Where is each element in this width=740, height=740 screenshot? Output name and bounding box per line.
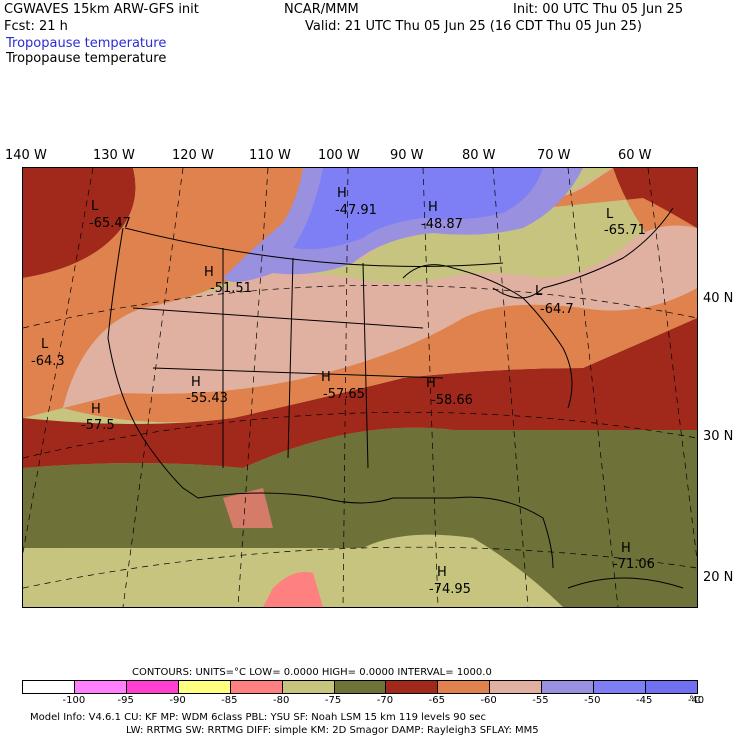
color-bar-tick-label: -80 xyxy=(273,695,290,706)
low-center-label: L xyxy=(91,199,99,214)
color-bar-swatch xyxy=(438,681,491,693)
init-time: Init: 00 UTC Thu 05 Jun 25 xyxy=(513,2,684,17)
color-bar-swatch xyxy=(542,681,595,693)
model-info-line1: Model Info: V4.6.1 CU: KF MP: WDM 6class… xyxy=(30,712,487,723)
high-center-label: H xyxy=(337,186,347,201)
high-center-value: -58.66 xyxy=(431,393,473,408)
field-title-shaded: Tropopause temperature xyxy=(6,36,167,51)
high-center-value: -71.06 xyxy=(613,557,655,572)
color-bar-tick-label: -100 xyxy=(62,695,86,706)
high-center-label: H xyxy=(321,370,331,385)
high-center-label: H xyxy=(621,541,631,556)
color-bar-tick-label: -95 xyxy=(117,695,134,706)
color-bar-swatch xyxy=(594,681,647,693)
color-bar-swatch xyxy=(646,681,697,693)
lon-label: 130 W xyxy=(93,148,135,163)
high-center-label: H xyxy=(91,402,101,417)
field-title-labels: Tropopause temperature xyxy=(6,51,167,66)
center-label: NCAR/MMM xyxy=(284,2,359,17)
color-bar-swatch xyxy=(490,681,543,693)
color-bar-tick-label: -65 xyxy=(428,695,445,706)
color-bar-tick-label: -90 xyxy=(169,695,186,706)
lat-label: 20 N xyxy=(703,570,734,585)
color-bar-unit: °C xyxy=(689,695,701,706)
high-center-label: H xyxy=(426,376,436,391)
contours-info: CONTOURS: UNITS=°C LOW= 0.0000 HIGH= 0.0… xyxy=(132,667,492,678)
color-bar-tick-label: -55 xyxy=(532,695,549,706)
lon-label: 110 W xyxy=(249,148,291,163)
color-bar-swatch xyxy=(23,681,75,693)
high-center-label: H xyxy=(437,565,447,580)
low-center-value: -64.7 xyxy=(540,302,574,317)
high-center-label: H xyxy=(428,200,438,215)
color-bar-swatch xyxy=(230,681,283,693)
low-center-label: L xyxy=(606,207,614,222)
high-center-value: -55.43 xyxy=(186,391,228,406)
lon-label: 90 W xyxy=(390,148,424,163)
high-center-value: -51.51 xyxy=(210,281,252,296)
high-center-label: H xyxy=(204,265,214,280)
lon-label: 80 W xyxy=(462,148,496,163)
high-center-value: -57.65 xyxy=(323,387,365,402)
tropopause-temperature-map: L -65.47 H -47.91 H -48.87 L -65.71 H -5… xyxy=(22,167,698,608)
color-bar-swatch xyxy=(126,681,179,693)
high-center-value: -57.5 xyxy=(81,418,115,433)
color-bar-tick-label: -50 xyxy=(584,695,601,706)
lon-label: 70 W xyxy=(537,148,571,163)
lon-label: 120 W xyxy=(172,148,214,163)
lon-label: 140 W xyxy=(5,148,47,163)
model-title: CGWAVES 15km ARW-GFS init xyxy=(4,2,199,17)
color-bar-swatch xyxy=(386,681,439,693)
high-center-value: -74.95 xyxy=(429,582,471,597)
map-canvas xyxy=(23,168,697,607)
color-bar-swatch xyxy=(178,681,231,693)
color-bar-tick-label: -40 xyxy=(687,695,705,706)
model-info-line2: LW: RRTMG SW: RRTMG DIFF: simple KM: 2D … xyxy=(126,725,539,736)
low-center-value: -64.3 xyxy=(31,354,65,369)
low-center-value: -65.71 xyxy=(604,223,646,238)
high-center-label: H xyxy=(191,375,201,390)
color-bar-tick-label: -70 xyxy=(376,695,394,706)
high-center-value: -47.91 xyxy=(335,203,377,218)
color-bar xyxy=(22,680,698,694)
lat-label: 30 N xyxy=(703,429,734,444)
forecast-hour: Fcst: 21 h xyxy=(4,19,68,34)
color-bar-swatch xyxy=(74,681,127,693)
color-bar-swatch xyxy=(282,681,335,693)
lat-label: 40 N xyxy=(703,291,734,306)
low-center-label: L xyxy=(41,337,49,352)
color-bar-swatch xyxy=(334,681,387,693)
color-bar-tick-label: -45 xyxy=(635,695,653,706)
low-center-value: -65.47 xyxy=(89,216,131,231)
lon-label: 60 W xyxy=(618,148,652,163)
color-bar-tick-label: -60 xyxy=(480,695,497,706)
low-center-label: L xyxy=(535,284,543,299)
high-center-value: -48.87 xyxy=(421,217,463,232)
color-bar-tick-label: -85 xyxy=(221,695,238,706)
color-bar-tick-label: -75 xyxy=(324,695,342,706)
lon-label: 100 W xyxy=(318,148,360,163)
valid-time: Valid: 21 UTC Thu 05 Jun 25 (16 CDT Thu … xyxy=(305,19,642,34)
